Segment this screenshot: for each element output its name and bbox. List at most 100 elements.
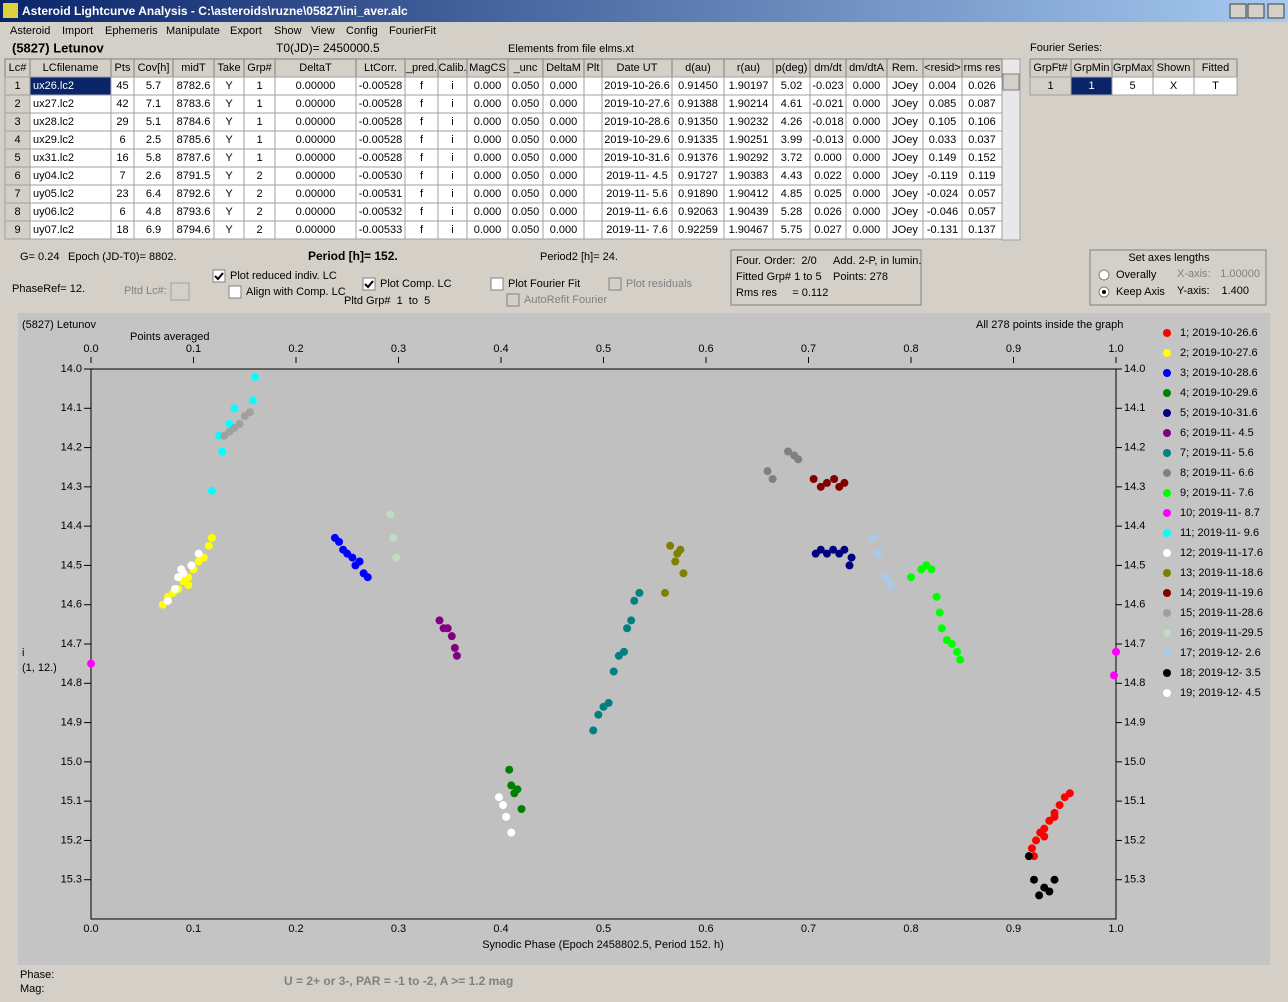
- table-cell[interactable]: [583, 76, 603, 96]
- checkbox[interactable]: [212, 269, 226, 283]
- title-bar: [0, 0, 1288, 22]
- cell-text: 4.43: [781, 170, 802, 182]
- legend-label: 5; 2019-10-31.6: [1180, 407, 1258, 419]
- table-cell[interactable]: [583, 148, 603, 168]
- info-text: Four. Order: 2/0: [736, 255, 817, 267]
- table-cell[interactable]: [583, 166, 603, 186]
- scroll-thumb[interactable]: [1002, 73, 1020, 91]
- cell-text: 18: [116, 224, 128, 236]
- cell-text: -0.00528: [359, 98, 402, 110]
- data-point: [177, 565, 186, 574]
- cell-text: JOey: [892, 116, 918, 128]
- table-cell[interactable]: [583, 202, 603, 222]
- cell-text: JOey: [892, 206, 918, 218]
- cell-text: 23: [116, 188, 128, 200]
- table-cell[interactable]: [583, 94, 603, 114]
- cell-text: 0.037: [968, 134, 996, 146]
- checkbox[interactable]: [362, 277, 376, 291]
- cell-text: 1.90251: [729, 134, 769, 146]
- cell-text: 7: [119, 170, 125, 182]
- x-tick-label: 0.1: [186, 923, 201, 935]
- cell-text: uy05.lc2: [33, 188, 74, 200]
- cell-text: JOey: [892, 98, 918, 110]
- checkbox[interactable]: [506, 293, 520, 307]
- data-point: [630, 596, 639, 605]
- menu-item: Config: [346, 25, 378, 37]
- cell-text: 2: [256, 206, 262, 218]
- column-header: Calib.: [438, 62, 466, 74]
- cell-text: 2019-10-31.6: [604, 152, 669, 164]
- cell-text: 0.119: [969, 170, 996, 182]
- checkbox[interactable]: [608, 277, 622, 291]
- maximize-button[interactable]: [1247, 3, 1265, 19]
- cell-text: 0.000: [550, 206, 578, 218]
- column-header: rms res: [964, 62, 1001, 74]
- cell-text: f: [420, 80, 424, 92]
- table-cell[interactable]: [583, 112, 603, 132]
- cell-text: 0.000: [853, 224, 881, 236]
- column-header: <resid>: [924, 62, 961, 74]
- table-cell[interactable]: [583, 184, 603, 204]
- radio-dot: [1102, 290, 1106, 294]
- y-tick-label: 14.7: [61, 638, 82, 650]
- legend-marker: [1163, 549, 1171, 557]
- y-tick-label: 15.3: [61, 874, 82, 886]
- data-point: [881, 573, 890, 582]
- data-point: [927, 565, 936, 574]
- y-tick-label: 14.4: [61, 520, 82, 532]
- y-tick-label: 14.6: [1124, 599, 1145, 611]
- legend-marker: [1163, 449, 1171, 457]
- legend-label: 13; 2019-11-18.6: [1180, 567, 1263, 579]
- checkbox[interactable]: [490, 277, 504, 291]
- data-point: [609, 667, 618, 676]
- menu-item: Asteroid: [10, 25, 50, 37]
- table-cell[interactable]: [1193, 76, 1238, 96]
- data-point: [932, 592, 941, 601]
- column-header: DeltaM: [546, 62, 581, 74]
- table-cell[interactable]: [583, 220, 603, 240]
- cell-text: 9: [14, 224, 20, 236]
- cell-text: i: [451, 206, 453, 218]
- cell-text: 5.8: [146, 152, 161, 164]
- cell-text: 7.1: [146, 98, 161, 110]
- x-tick-label: 0.8: [903, 343, 918, 355]
- cell-text: 1: [256, 134, 262, 146]
- radio-label: Overally: [1116, 269, 1157, 281]
- data-point: [907, 573, 915, 582]
- annotation: Points averaged: [130, 331, 210, 343]
- checkbox[interactable]: [228, 285, 242, 299]
- y-tick-label: 15.2: [61, 834, 82, 846]
- radio[interactable]: [1098, 269, 1110, 281]
- axis-length-label: Y-axis:: [1177, 285, 1210, 297]
- spinner[interactable]: [170, 282, 190, 301]
- cell-text: -0.131: [927, 224, 958, 236]
- column-header: dm/dtA: [849, 62, 885, 74]
- data-point: [829, 545, 838, 554]
- cell-text: 1.90232: [729, 116, 769, 128]
- cell-text: 0.057: [968, 206, 996, 218]
- minimize-button[interactable]: [1229, 3, 1247, 19]
- cell-text: 0.025: [814, 188, 842, 200]
- x-tick-label: 0.7: [801, 923, 816, 935]
- legend-label: 19; 2019-12- 4.5: [1180, 687, 1261, 699]
- cell-text: 1.90439: [729, 206, 769, 218]
- cell-text: 0.000: [853, 170, 881, 182]
- cell-text: 8782.6: [177, 80, 211, 92]
- data-point: [784, 447, 792, 456]
- data-point: [1035, 891, 1044, 900]
- column-header: Plt: [587, 62, 600, 74]
- cell-text: ux26.lc2: [33, 80, 74, 92]
- legend-label: 15; 2019-11-28.6: [1180, 607, 1263, 619]
- table-cell[interactable]: [961, 220, 1003, 240]
- cell-text: 2: [256, 188, 262, 200]
- cell-text: 0.000: [550, 116, 578, 128]
- data-point: [763, 467, 772, 476]
- data-point: [251, 372, 259, 381]
- data-point: [171, 585, 180, 593]
- legend-marker: [1163, 349, 1171, 357]
- cell-text: JOey: [892, 152, 918, 164]
- cell-text: 0.149: [929, 152, 957, 164]
- close-button[interactable]: [1267, 3, 1285, 19]
- cell-text: 0.000: [474, 116, 502, 128]
- table-cell[interactable]: [583, 130, 603, 150]
